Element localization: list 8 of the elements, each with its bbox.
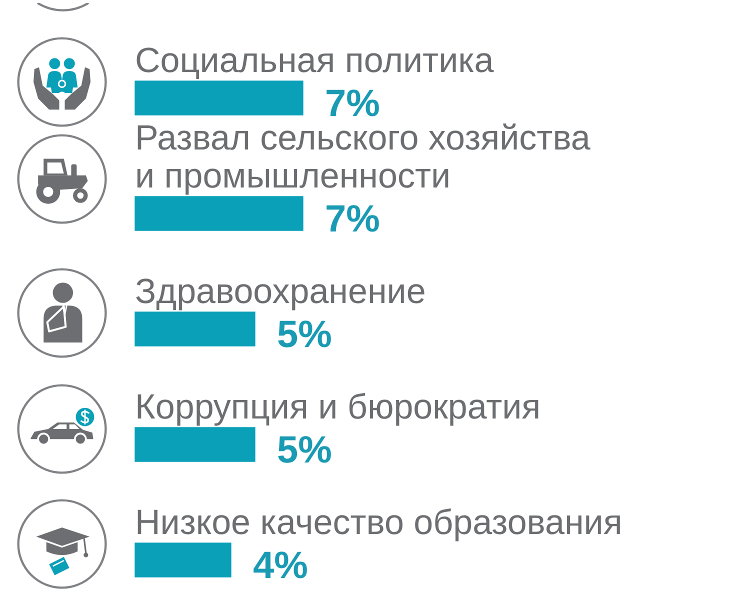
data-label: 5% [277,430,332,472]
y-tick-label: Здравоохранение [135,272,426,311]
y-tick-label: Низкое качество образования [135,503,622,542]
y-tick-label: Коррупция и бюрократия [135,388,541,426]
data-label: 5% [277,314,332,356]
data-label: 4% [253,545,308,587]
data-label: 7% [325,198,380,240]
y-tick-label: Социальная политика [135,41,494,80]
